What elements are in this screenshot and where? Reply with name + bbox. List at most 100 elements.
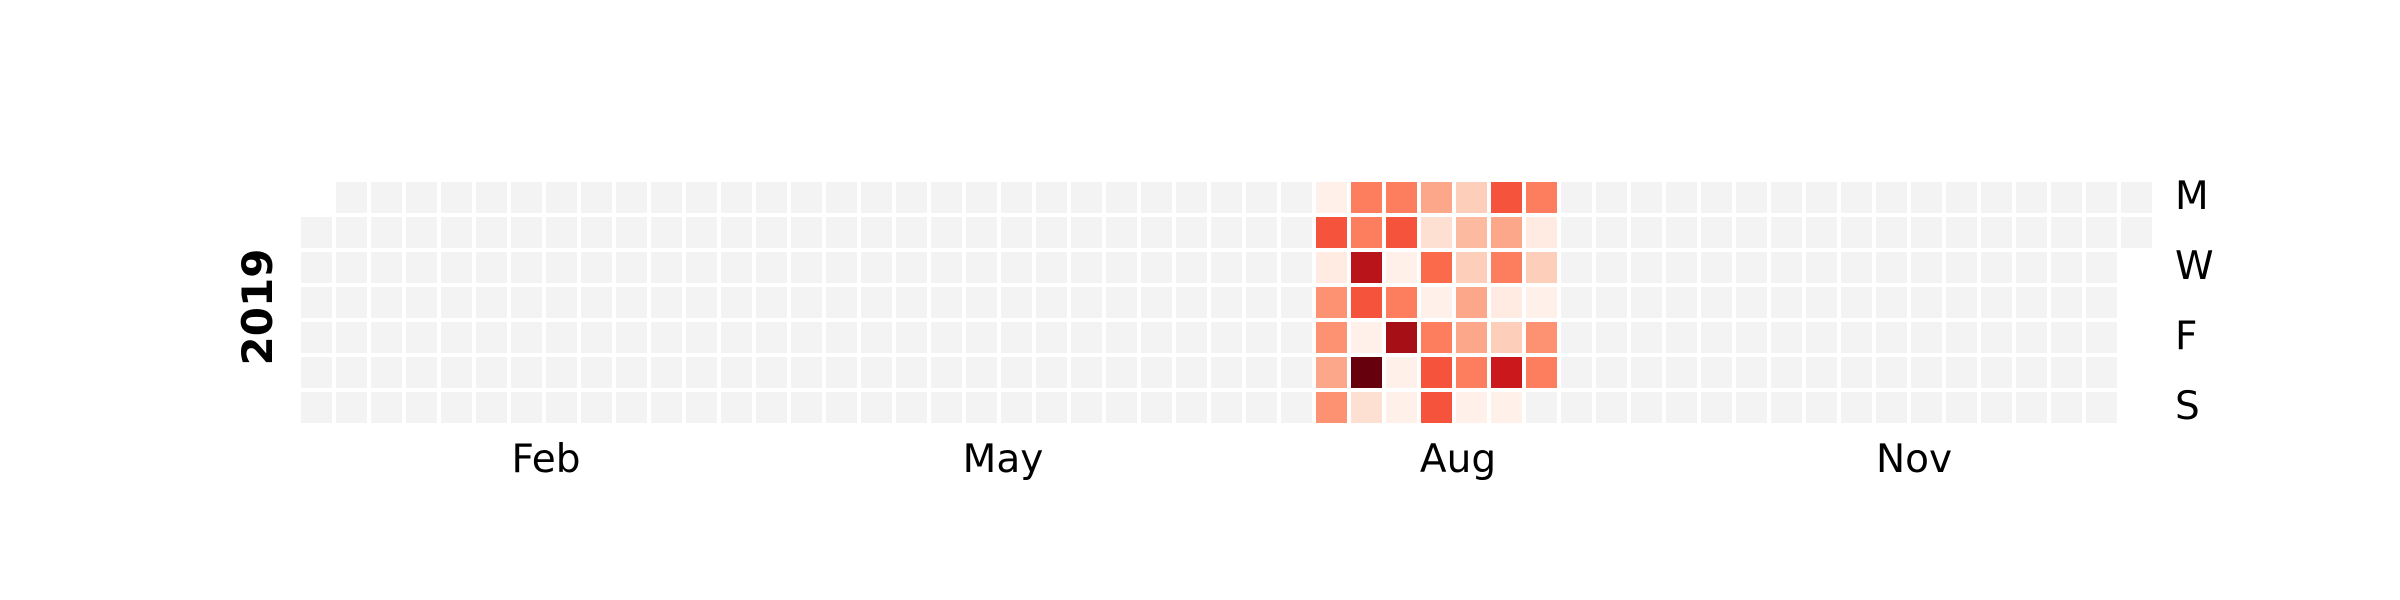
heatmap-cell [301,252,332,283]
heatmap-cell [1211,182,1242,213]
heatmap-cell [1701,217,1732,248]
heatmap-cell [1876,287,1907,318]
heatmap-cell [1421,322,1452,353]
heatmap-cell [1211,252,1242,283]
heatmap-cell [1806,252,1837,283]
heatmap-cell [616,322,647,353]
month-label-may: May [963,437,1044,482]
heatmap-cell [2016,357,2047,388]
heatmap-cell [1946,252,1977,283]
heatmap-cell [1736,357,1767,388]
heatmap-cell [861,287,892,318]
heatmap-cell [1001,392,1032,423]
heatmap-cell [2086,217,2117,248]
heatmap-cell [2121,182,2152,213]
heatmap-cell [336,357,367,388]
heatmap-cell [1806,217,1837,248]
heatmap-cell [1106,182,1137,213]
heatmap-cell [1456,287,1487,318]
heatmap-cell [1106,322,1137,353]
heatmap-cell [826,322,857,353]
heatmap-cell [966,322,997,353]
heatmap-cell [336,392,367,423]
heatmap-cell [1561,392,1592,423]
heatmap-cell [1001,322,1032,353]
heatmap-cell [616,252,647,283]
heatmap-cell [1281,182,1312,213]
heatmap-cell [511,252,542,283]
heatmap-cell [1421,252,1452,283]
heatmap-cell [1666,322,1697,353]
heatmap-cell [1141,217,1172,248]
heatmap-cell [756,322,787,353]
heatmap-cell [371,182,402,213]
heatmap-cell [1526,252,1557,283]
heatmap-cell [1316,182,1347,213]
heatmap-cell [1806,182,1837,213]
heatmap-cell [406,357,437,388]
heatmap-cell [1036,287,1067,318]
heatmap-cell [1631,182,1662,213]
heatmap-cell [791,322,822,353]
heatmap-cell [1911,182,1942,213]
heatmap-cell [1701,252,1732,283]
heatmap-cell [1106,217,1137,248]
heatmap-cell [1281,287,1312,318]
heatmap-cell [1036,322,1067,353]
heatmap-cell [1596,217,1627,248]
heatmap-cell [476,392,507,423]
heatmap-cell [1036,252,1067,283]
heatmap-cell [686,287,717,318]
heatmap-cell [1771,322,1802,353]
heatmap-cell [686,357,717,388]
day-label-wed: W [2175,244,2214,289]
heatmap-cell [1981,322,2012,353]
heatmap-cell [1386,392,1417,423]
heatmap-cell [1421,182,1452,213]
heatmap-cell [616,217,647,248]
heatmap-cell [1351,392,1382,423]
heatmap-cell [861,252,892,283]
heatmap-cell [896,392,927,423]
heatmap-cell [1141,392,1172,423]
heatmap-cell [1351,182,1382,213]
heatmap-cell [2051,182,2082,213]
heatmap-cell [651,357,682,388]
heatmap-cell [966,357,997,388]
heatmap-cell [756,252,787,283]
heatmap-cell [2086,357,2117,388]
heatmap-cell [826,252,857,283]
heatmap-cell [791,182,822,213]
heatmap-cell [1876,252,1907,283]
heatmap-cell [1911,252,1942,283]
heatmap-cell [1946,392,1977,423]
heatmap-cell [931,322,962,353]
heatmap-cell [1631,392,1662,423]
month-label-aug: Aug [1420,437,1496,482]
heatmap-cell [406,287,437,318]
heatmap-cell [1981,357,2012,388]
heatmap-cell [651,252,682,283]
heatmap-cell [476,287,507,318]
heatmap-cell [1631,322,1662,353]
heatmap-cell [931,357,962,388]
heatmap-cell [756,357,787,388]
heatmap-cell [371,392,402,423]
heatmap-cell [1421,217,1452,248]
heatmap-cell [1211,322,1242,353]
heatmap-cell [1141,182,1172,213]
heatmap-cell [756,217,787,248]
heatmap-cell [1246,392,1277,423]
heatmap-cell [1736,287,1767,318]
heatmap-cell [756,182,787,213]
heatmap-cell [1106,252,1137,283]
heatmap-cell [1596,252,1627,283]
heatmap-cell [2086,322,2117,353]
heatmap-cell [371,287,402,318]
heatmap-cell [546,287,577,318]
heatmap-cell [581,322,612,353]
heatmap-cell [476,252,507,283]
heatmap-cell [1176,322,1207,353]
heatmap-cell [861,182,892,213]
